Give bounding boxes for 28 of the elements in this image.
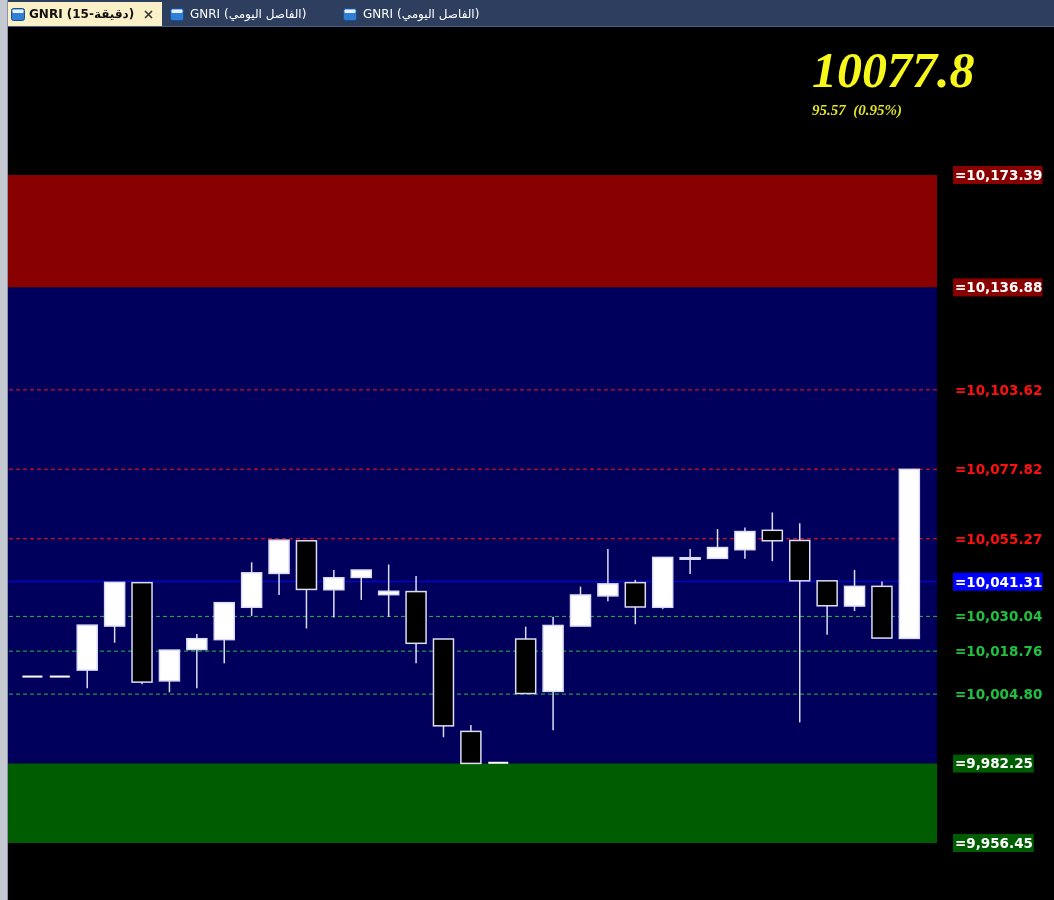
y-tick-label: =10,041.31 [955,573,1043,590]
y-tick-label: =10,055.27 [955,530,1043,547]
candlestick [679,548,701,575]
candlestick [21,675,44,678]
text: GNRI (الفاصل اليومي) [190,7,307,21]
y-tick-label: =10,018.76 [955,643,1043,659]
candlestick [186,633,208,690]
candlestick [706,528,729,560]
text: GNRI (الفاصل اليومي) [363,7,480,21]
text: 95.57 (0.95%) [812,101,902,119]
candlestick [843,569,866,612]
candlestick [487,761,510,764]
y-tick-label: =10,103.62 [955,381,1043,398]
y-tick-label: =10,030.04 [955,608,1043,625]
chart-title: GNRI (دقيقة-15) [29,7,135,21]
text: 10077.8 [812,42,975,98]
candlestick [761,511,784,562]
candlestick [323,569,345,619]
candlestick [734,526,756,560]
y-tick-label: =9,956.45 [955,834,1033,851]
y-tick-label: =10,173.39 [955,166,1043,183]
candlestick [350,569,373,601]
candlestick [597,548,619,602]
y-tick-label: =9,982.25 [955,755,1033,772]
y-tick-label: =10,077.82 [955,461,1043,478]
y-tick-label: =10,136.88 [955,279,1043,296]
candlestick [48,675,71,678]
y-tick-label: =10,004.80 [955,685,1043,702]
